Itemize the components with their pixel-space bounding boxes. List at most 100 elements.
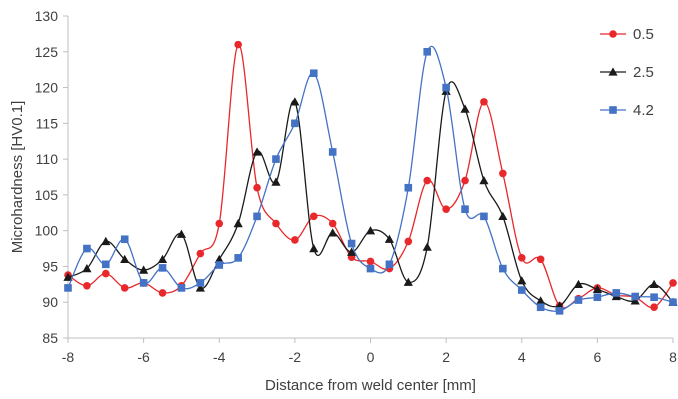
data-point <box>365 226 376 235</box>
y-tick-label: 105 <box>35 187 59 203</box>
data-point <box>630 296 640 305</box>
data-point <box>536 255 545 264</box>
data-point <box>139 279 148 287</box>
data-point <box>423 47 432 56</box>
data-point <box>423 176 432 185</box>
data-point <box>347 239 356 248</box>
data-point <box>158 264 167 272</box>
data-point <box>517 254 526 262</box>
data-point <box>309 212 318 221</box>
data-point <box>669 279 677 287</box>
data-point <box>517 286 526 294</box>
legend-marker <box>609 106 617 114</box>
data-point <box>404 237 413 246</box>
series-line <box>67 81 674 308</box>
data-point <box>461 176 469 185</box>
data-point <box>555 307 564 315</box>
data-point <box>309 243 319 253</box>
data-point <box>195 283 205 292</box>
data-point <box>63 272 73 281</box>
data-point <box>498 211 508 221</box>
data-point <box>64 284 72 292</box>
data-point <box>252 147 262 156</box>
data-point <box>309 69 318 78</box>
data-point <box>253 183 261 192</box>
x-axis-title: Distance from weld center [mm] <box>265 377 476 394</box>
legend-item-2-5: 2.5 <box>600 64 654 81</box>
data-point <box>120 254 130 263</box>
series-2-5 <box>63 81 678 310</box>
data-point <box>442 205 450 213</box>
data-point <box>422 242 432 251</box>
data-point <box>536 303 545 312</box>
x-tick-label: 8 <box>669 349 677 365</box>
data-point <box>102 269 110 278</box>
data-point <box>177 284 186 292</box>
x-tick-label: 0 <box>367 349 375 365</box>
data-point <box>233 218 243 228</box>
data-point <box>83 244 91 253</box>
data-point <box>403 277 413 286</box>
data-point <box>83 281 91 290</box>
y-tick-label: 85 <box>42 330 58 346</box>
data-point <box>480 212 488 221</box>
data-point <box>461 205 469 213</box>
data-point <box>234 254 242 262</box>
y-tick-label: 100 <box>35 223 59 239</box>
data-point <box>328 219 337 228</box>
x-tick-label: -2 <box>289 349 302 365</box>
x-tick-label: -6 <box>137 349 150 365</box>
data-point <box>366 264 375 273</box>
data-point <box>631 292 639 301</box>
data-point <box>234 40 242 49</box>
data-point <box>139 265 149 274</box>
legend-item-0-5: 0.5 <box>600 26 654 43</box>
data-point <box>158 289 167 297</box>
data-point <box>480 98 488 106</box>
data-point <box>176 229 187 238</box>
x-tick-label: 4 <box>518 349 526 365</box>
data-point <box>366 257 375 266</box>
data-point <box>385 260 394 269</box>
data-point <box>272 155 280 163</box>
data-point <box>215 261 224 269</box>
data-point <box>290 97 300 106</box>
data-point <box>101 236 111 246</box>
data-point <box>346 247 357 256</box>
data-point <box>384 234 395 243</box>
data-point <box>499 169 507 178</box>
data-point <box>157 254 168 263</box>
legend-label: 0.5 <box>633 26 654 43</box>
data-point <box>612 289 621 297</box>
y-tick-label: 95 <box>42 258 58 274</box>
y-tick-label: 125 <box>35 44 59 60</box>
data-point <box>271 177 281 186</box>
y-tick-label: 130 <box>35 8 59 24</box>
x-tick-label: -8 <box>62 349 75 365</box>
y-tick-label: 120 <box>35 80 59 96</box>
data-point <box>102 260 110 269</box>
data-point <box>328 148 337 156</box>
data-point <box>328 228 338 237</box>
data-point <box>272 219 280 228</box>
data-point <box>593 293 602 302</box>
x-tick-label: 6 <box>593 349 601 365</box>
data-point <box>120 284 129 292</box>
legend-marker <box>609 30 617 38</box>
legend-marker <box>608 67 618 76</box>
data-point <box>573 279 584 289</box>
y-tick-label: 90 <box>42 294 58 310</box>
data-point <box>650 293 658 302</box>
data-point <box>650 303 658 312</box>
data-point <box>196 249 205 258</box>
data-point <box>499 264 507 273</box>
data-point <box>536 296 546 305</box>
y-tick-label: 115 <box>36 115 59 131</box>
data-point <box>592 284 602 294</box>
data-point <box>669 298 677 307</box>
data-point <box>82 263 92 273</box>
data-point <box>479 175 489 185</box>
series-4-2 <box>64 45 677 315</box>
